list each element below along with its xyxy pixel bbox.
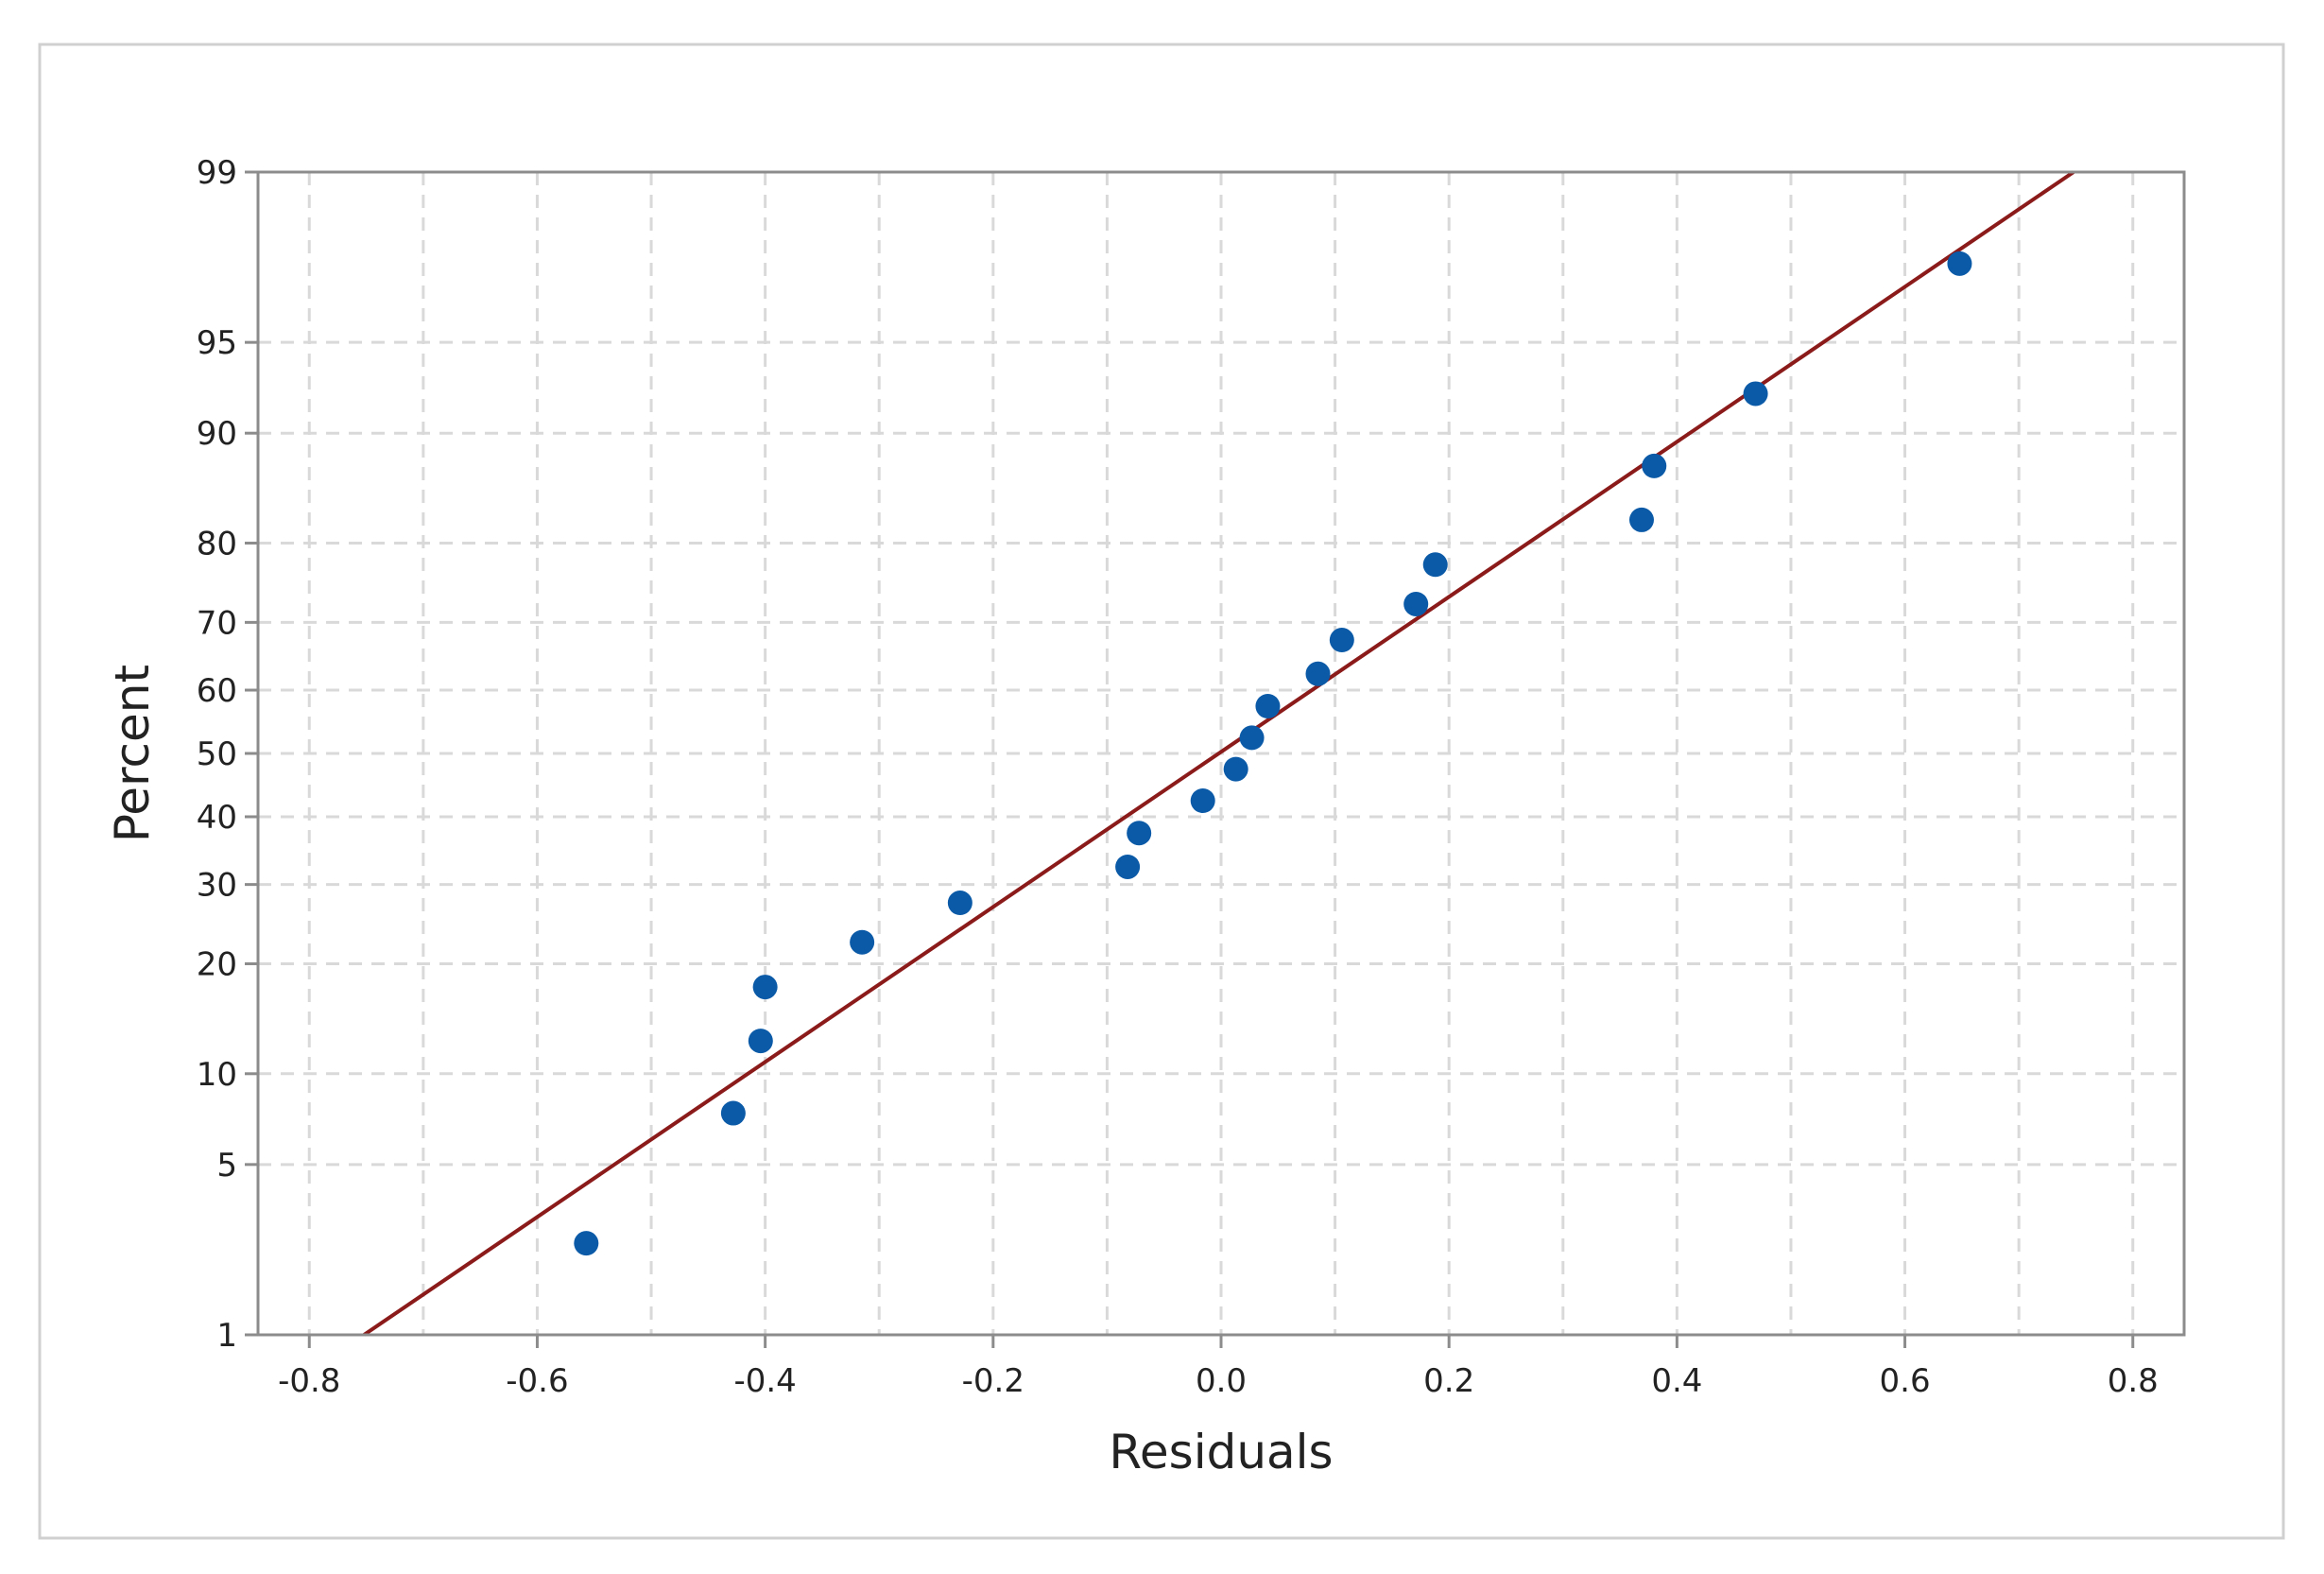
y-axis-title: Percent (105, 665, 160, 842)
x-axis-title: Residuals (1109, 1425, 1333, 1479)
y-tick-label: 70 (197, 604, 237, 642)
x-tick-label: 0.4 (1651, 1362, 1702, 1400)
data-point (1743, 381, 1768, 406)
data-point (1947, 251, 1972, 276)
data-point (1127, 821, 1152, 846)
data-point (752, 975, 778, 1000)
x-tick-label: -0.2 (962, 1362, 1024, 1400)
fit-line-layer (363, 170, 2075, 1337)
data-point (1403, 591, 1429, 616)
data-point (1329, 628, 1354, 653)
y-tick-label: 40 (197, 799, 237, 837)
data-point (947, 891, 973, 916)
y-tick-label: 95 (197, 324, 237, 362)
x-tick-label: -0.8 (278, 1362, 340, 1400)
x-tick-label: 0.6 (1880, 1362, 1931, 1400)
data-point (574, 1231, 599, 1256)
y-tick-label: 20 (197, 945, 237, 983)
x-tick-label: -0.4 (733, 1362, 796, 1400)
x-tick-label: 0.0 (1196, 1362, 1247, 1400)
y-tick-label: 30 (197, 867, 237, 905)
data-point (1305, 661, 1331, 686)
y-tick-label: 5 (216, 1147, 237, 1185)
data-point (1628, 507, 1654, 532)
y-axis: 1 5 10 20 30 40 50 60 70 80 90 95 99 (197, 154, 258, 1355)
x-tick-label: -0.6 (506, 1362, 568, 1400)
y-tick-label: 1 (216, 1317, 237, 1355)
y-tick-label: 50 (197, 735, 237, 773)
data-point (1422, 552, 1448, 578)
y-tick-label: 60 (197, 672, 237, 710)
data-point (1642, 453, 1667, 478)
y-tick-label: 10 (197, 1056, 237, 1094)
y-tick-label: 90 (197, 415, 237, 453)
data-point (748, 1029, 773, 1054)
data-point (1190, 787, 1215, 813)
data-point (1255, 694, 1281, 719)
y-tick-label: 99 (197, 154, 237, 192)
fit-line (363, 170, 2075, 1337)
x-tick-label: 0.8 (2108, 1362, 2159, 1400)
data-point (1239, 725, 1265, 751)
data-point (850, 929, 875, 955)
data-points (574, 251, 1972, 1256)
y-tick-label: 80 (197, 526, 237, 563)
x-axis: -0.8 -0.6 -0.4 -0.2 0.0 0.2 0.4 0.6 0.8 (278, 1335, 2159, 1400)
data-point (1223, 756, 1248, 782)
data-point (720, 1100, 746, 1126)
x-tick-label: 0.2 (1423, 1362, 1474, 1400)
data-point (1115, 854, 1141, 879)
